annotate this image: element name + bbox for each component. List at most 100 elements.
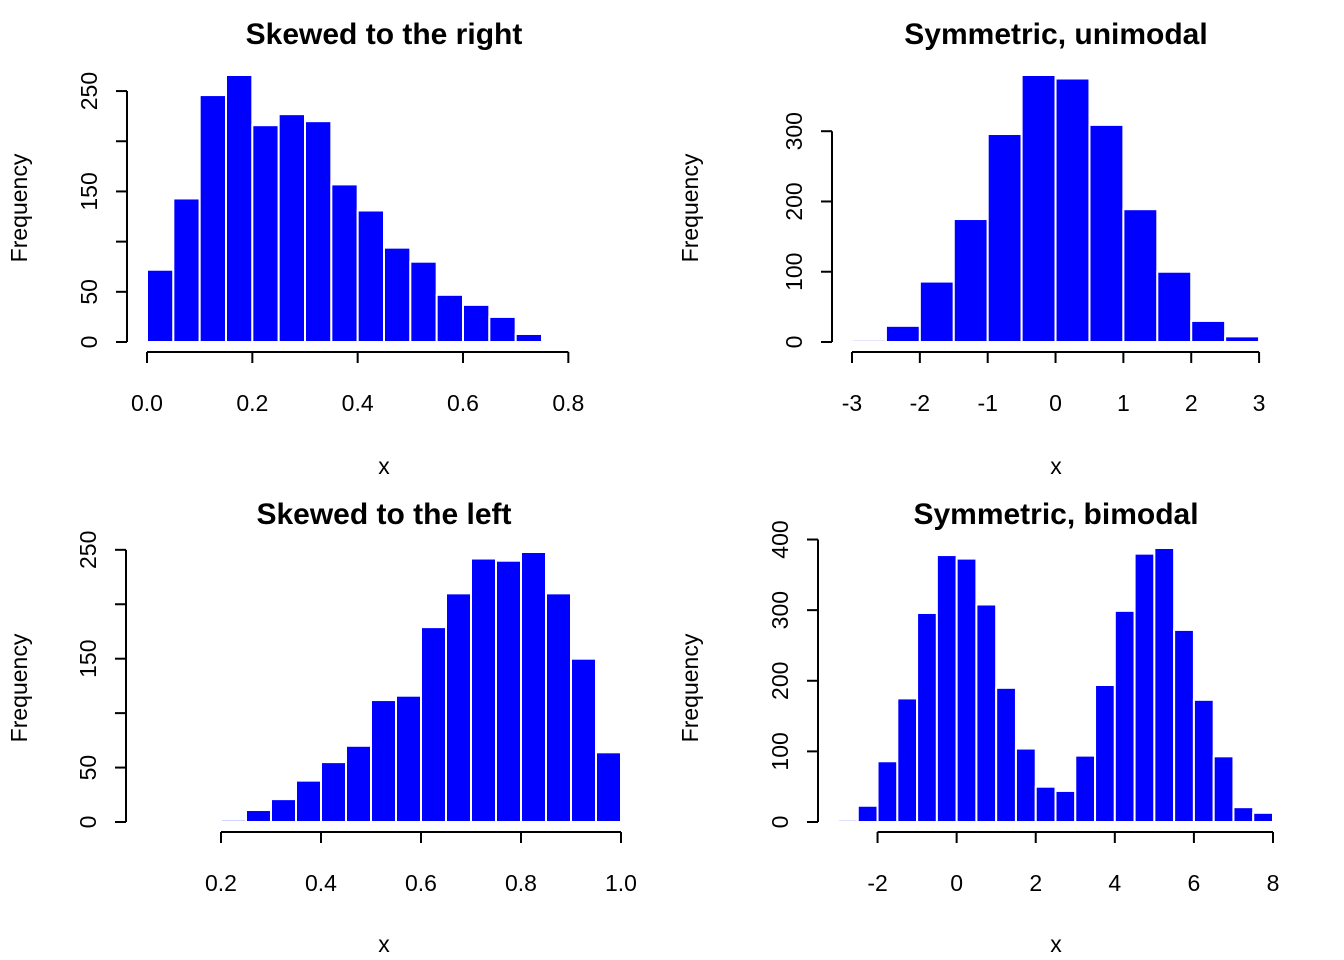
x-tick-label: 0.4 (305, 870, 337, 896)
histogram-bar (1224, 335, 1261, 343)
histogram-bar (1122, 208, 1159, 343)
y-tick-label: 150 (75, 640, 101, 678)
histogram-bar (383, 246, 412, 344)
histogram-bar (1133, 552, 1156, 823)
histogram-bar (916, 611, 938, 823)
x-axis-label: x (378, 931, 390, 957)
x-tick-label: 0.2 (205, 870, 237, 896)
histogram-bar (593, 339, 623, 344)
histogram-bar (567, 339, 596, 344)
histogram-bar (345, 744, 372, 824)
histogram-bar (955, 557, 978, 823)
histogram-bar (495, 559, 522, 823)
histogram-bar (1020, 74, 1057, 343)
x-tick-label: 3 (1253, 390, 1266, 416)
histogram-bar (462, 303, 491, 343)
panel-skewed-right: Skewed to the right x Frequency 0.0 0.2 0.… (6, 18, 623, 479)
x-tick-label: 0 (1049, 390, 1062, 416)
histogram-bar (884, 324, 921, 344)
histogram-bar (856, 804, 879, 824)
y-tick-label: 0 (781, 336, 807, 349)
histogram-bar (1192, 698, 1215, 823)
histogram-bar (220, 818, 247, 823)
histogram-bar (1190, 319, 1227, 343)
histogram-bar (330, 183, 359, 343)
histogram-bar (1054, 789, 1077, 824)
x-axis-label: x (378, 453, 390, 479)
y-tick-label: 0 (76, 336, 102, 349)
histogram-bar (1252, 811, 1275, 823)
histogram-bar (304, 120, 333, 344)
histogram-bar (975, 603, 998, 824)
bar-group (146, 74, 623, 344)
histogram-bar (356, 209, 385, 343)
histogram-bar (145, 819, 172, 824)
x-tick-label: 0.4 (342, 390, 374, 416)
histogram-bar (251, 124, 280, 343)
histogram-bar (270, 798, 297, 823)
x-tick-label: 2 (1029, 870, 1042, 896)
y-tick-label: 50 (76, 279, 102, 305)
x-tick-label: 0 (950, 870, 963, 896)
histogram-bar (1054, 77, 1091, 344)
y-tick-label: 100 (781, 253, 807, 291)
histogram-bar (1212, 755, 1235, 824)
histogram-bar (195, 819, 222, 824)
histogram-bar (935, 554, 958, 823)
x-tick-label: 0.0 (131, 390, 163, 416)
histogram-bar (1088, 123, 1125, 343)
histogram-bar (1074, 754, 1097, 823)
histogram-bar (295, 779, 322, 823)
histogram-bar (1014, 747, 1037, 823)
y-axis-label: Frequency (6, 633, 32, 742)
x-tick-label: 1 (1117, 390, 1130, 416)
histogram-bar (420, 626, 447, 823)
y-axis-label: Frequency (6, 153, 32, 262)
y-tick-label: 300 (767, 591, 793, 629)
y-tick-label: 300 (781, 112, 807, 150)
histogram-bar (851, 338, 887, 344)
x-tick-label: -2 (910, 390, 930, 416)
histogram-bar (1156, 270, 1193, 344)
x-tick-label: 8 (1267, 870, 1280, 896)
histogram-bar (245, 809, 272, 823)
histogram-bar (488, 315, 517, 343)
histogram-bar (1113, 609, 1136, 824)
histogram-bar (225, 74, 254, 343)
x-tick-label: 4 (1108, 870, 1121, 896)
histogram-bar (277, 113, 306, 343)
y-tick-label: 100 (767, 732, 793, 770)
histogram-bar (1173, 628, 1195, 824)
x-tick-label: 6 (1188, 870, 1201, 896)
histogram-bar (320, 761, 347, 824)
x-tick-label: -1 (977, 390, 997, 416)
bar-group (145, 551, 622, 824)
histogram-bar (545, 592, 572, 823)
histogram-bar (995, 686, 1017, 824)
x-tick-label: 0.8 (552, 390, 584, 416)
panel-title: Symmetric, unimodal (904, 18, 1207, 51)
histogram-bar (370, 699, 397, 823)
y-tick-label: 200 (781, 182, 807, 220)
y-tick-label: 0 (75, 816, 101, 829)
panel-symmetric-bimodal: Symmetric, bimodal x Frequency -2 0 2 4 6 8 0 1… (677, 498, 1279, 957)
histogram-bar (470, 557, 497, 824)
x-axis-label: x (1050, 453, 1062, 479)
panel-symmetric-unimodal: Symmetric, unimodal x Frequency -3 -2 -1 0 1… (677, 18, 1294, 479)
axes-group: -2 0 2 4 6 8 0 100 200 300 400 (767, 520, 1279, 896)
histogram-bar (541, 338, 570, 344)
panel-title: Symmetric, bimodal (913, 498, 1198, 531)
axes-group: -3 -2 -1 0 1 2 3 0 100 200 300 (781, 112, 1265, 416)
histogram-bar (595, 751, 622, 823)
y-tick-label: 50 (75, 755, 101, 781)
histogram-bar (837, 818, 859, 824)
y-tick-label: 250 (76, 72, 102, 110)
histogram-bar (520, 551, 547, 823)
y-tick-label: 150 (76, 172, 102, 210)
panel-title: Skewed to the left (256, 498, 511, 531)
y-tick-label: 250 (75, 531, 101, 569)
histogram-bar (146, 268, 175, 343)
histogram-bar (198, 94, 228, 343)
histogram-bar (1232, 806, 1255, 824)
